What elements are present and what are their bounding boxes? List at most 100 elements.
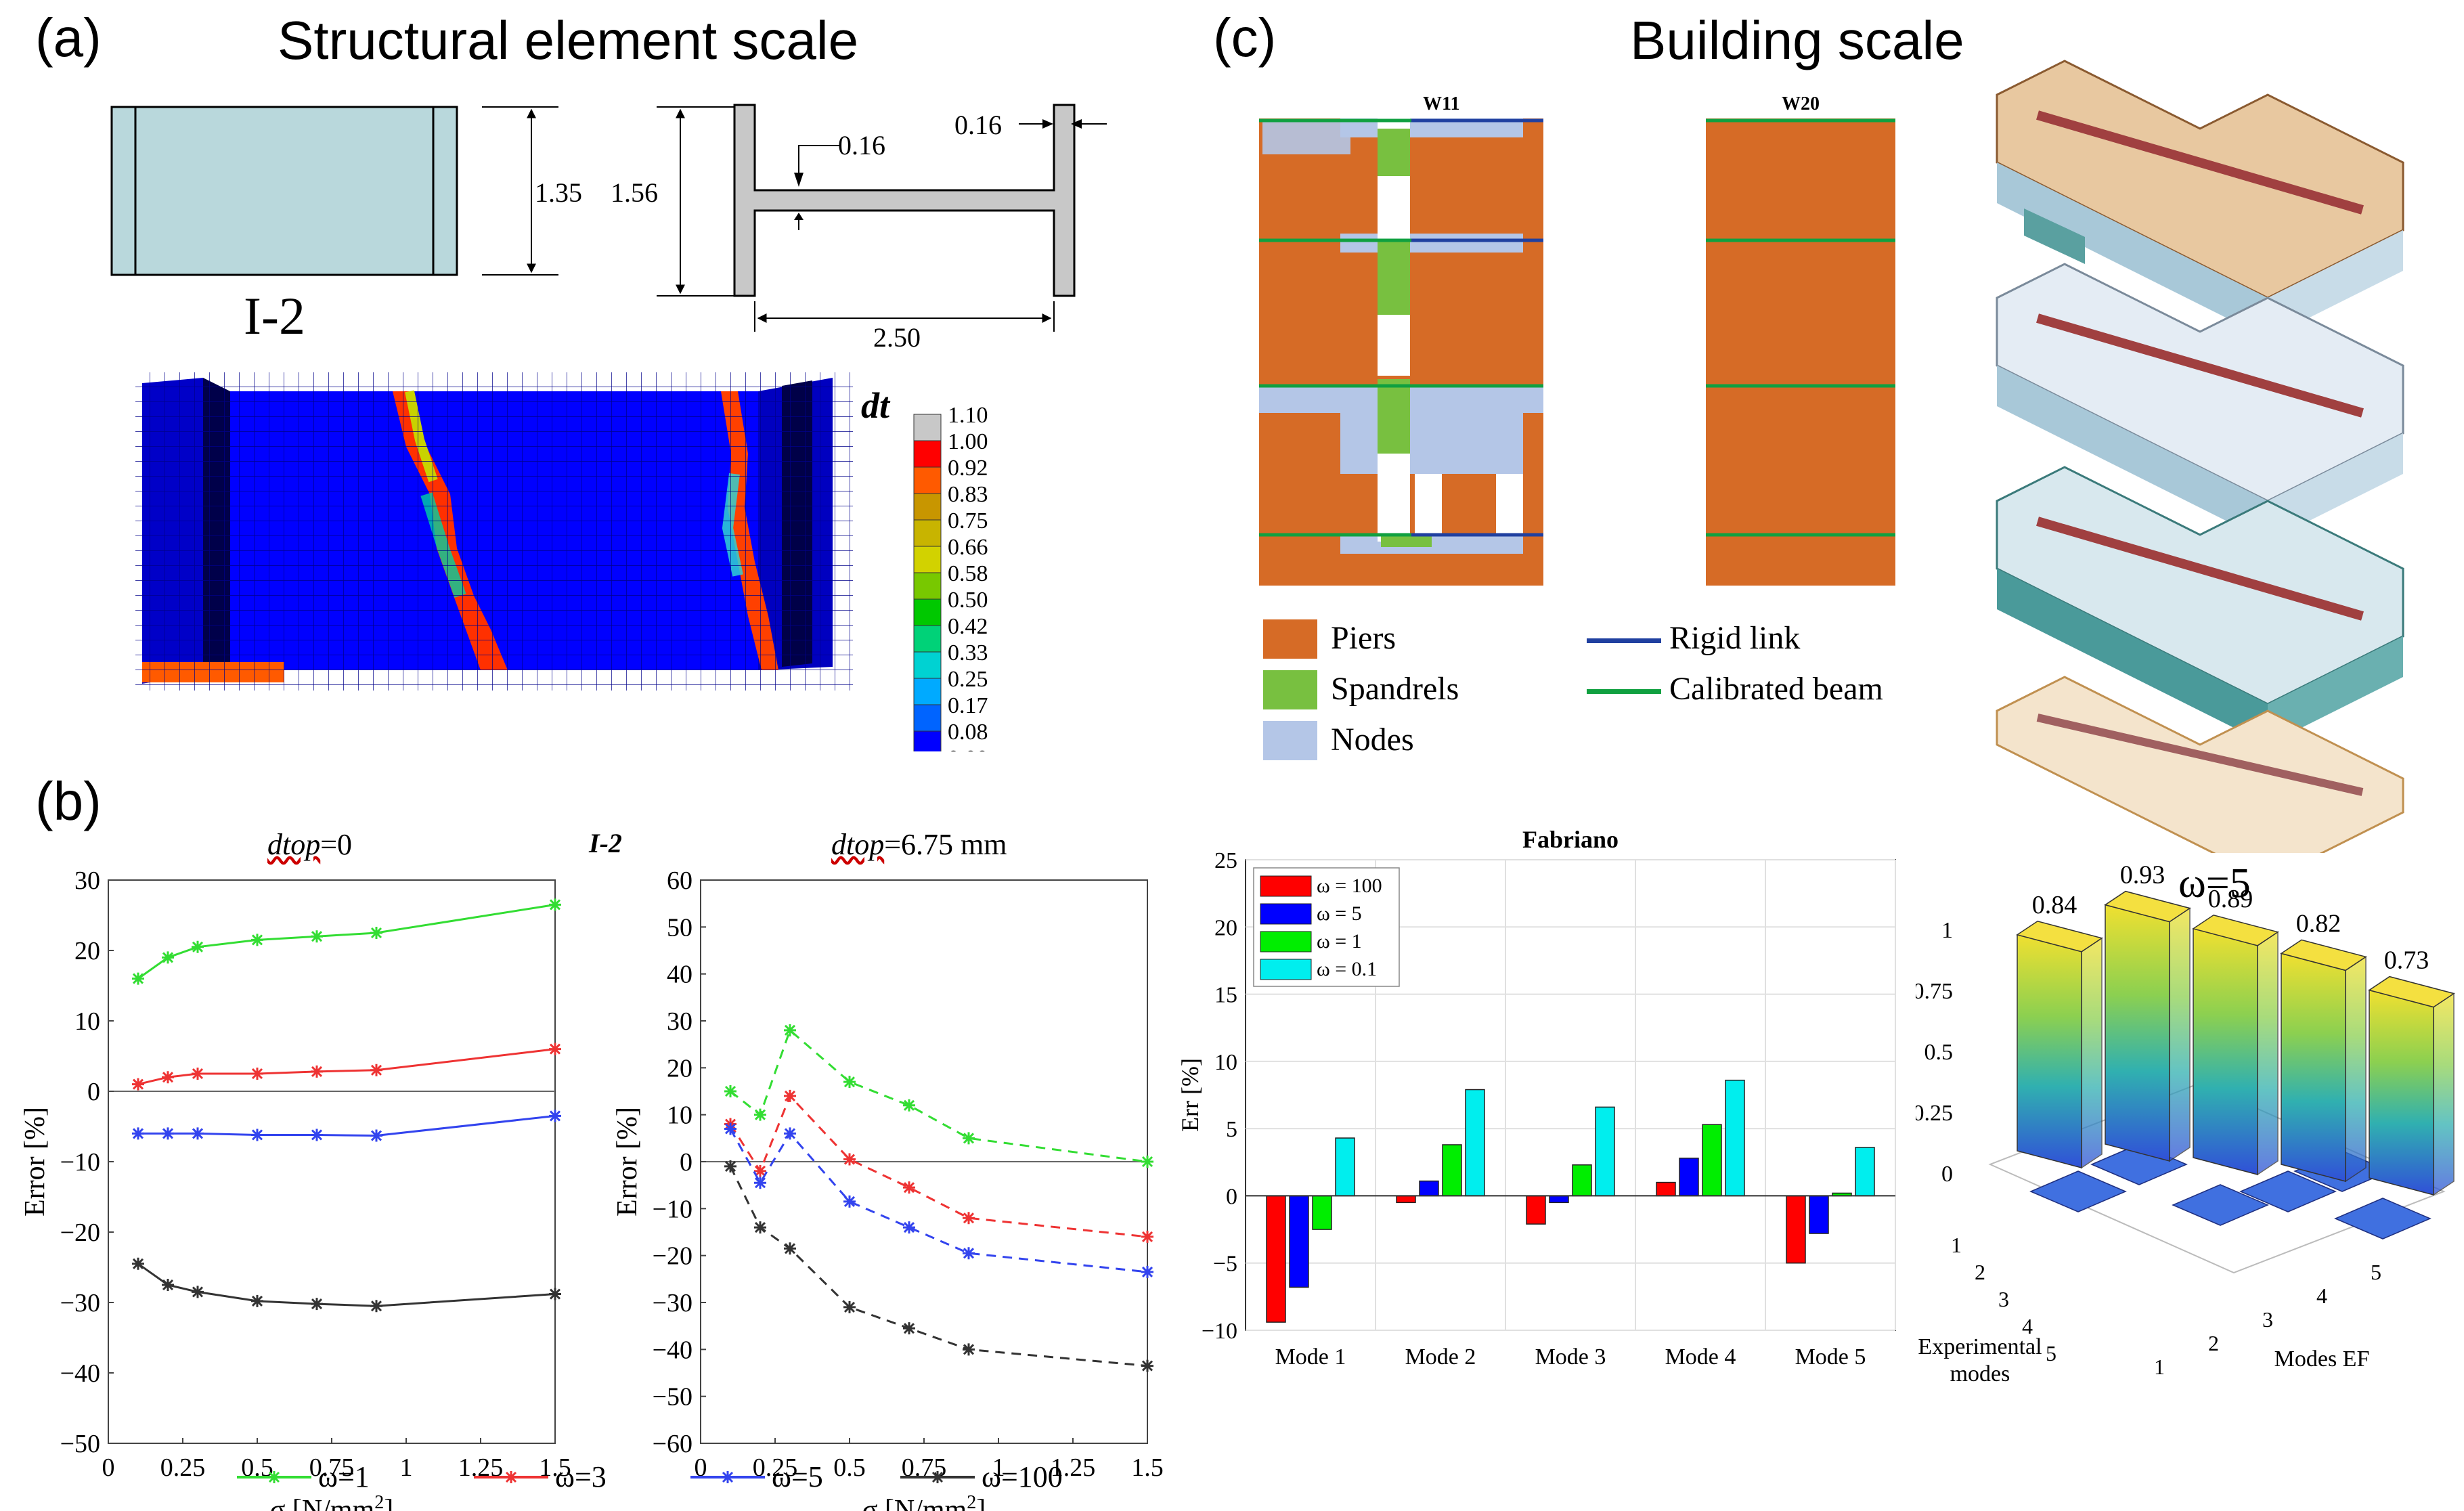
wall-w11-label: W11 [1423,93,1459,114]
structural-scale-title: Structural element scale [278,10,859,70]
dim-height-outer: 1.35 [535,177,582,208]
diag-bar-side-1 [2169,907,2191,1162]
marker-star [903,1221,915,1234]
y-tick-label: 20 [74,937,100,965]
marker-star [370,1064,382,1076]
series-marker [251,1294,263,1307]
chart-left-title: dtop=0 [267,827,352,862]
legend-calibrated-beam-label: Calibrated beam [1669,671,1883,707]
legend-calibrated-beam-line [1587,689,1661,694]
chart-left-title-val: =0 [320,828,353,861]
diag-label-3: 0.82 [2296,909,2341,938]
marker-star [132,1257,144,1270]
marker-star [724,1160,736,1173]
y-tick-label: 0 [680,1148,692,1177]
damage-symbol: dt [861,385,890,426]
marker-star [963,1343,975,1356]
category-label-2: Mode 3 [1535,1344,1606,1370]
y-tick-label: 10 [74,1007,100,1036]
marker-star [1141,1265,1153,1278]
z-tick-label-2: 0.5 [1924,1040,1954,1065]
marker-star [784,1024,796,1036]
series-marker [754,1177,766,1189]
y-tick-label: 25 [1214,848,1237,873]
series-marker [784,1242,796,1255]
series-marker [311,1065,323,1078]
legend-rigid-link-label: Rigid link [1669,620,1801,656]
z-tick-label-0: 1 [1941,918,1953,943]
y-tick-label: 30 [74,867,100,895]
dim-web: 0.16 [838,130,885,160]
series-marker [311,930,323,943]
series-marker [843,1153,856,1166]
scale-tick-3: 0.83 [948,482,988,507]
scale-tick-8: 0.42 [948,614,988,639]
legend-marker-3 [931,1471,944,1483]
x-tick-label: 0.25 [160,1453,206,1482]
series-marker [963,1343,975,1356]
scale-swatch [913,678,942,705]
building-view-3 [1996,466,2404,745]
off-diagonal-bar-5 [2334,1198,2432,1240]
y-tick-label: −60 [653,1430,692,1458]
x-tick-label: 1 [992,1453,1005,1482]
series-marker [132,1078,144,1091]
bar-1-3 [1679,1158,1699,1197]
z-tick-label-4: 0 [1941,1162,1953,1187]
diag-bar-front-4 [2369,989,2434,1196]
diag-bar-top-4 [2368,976,2455,1008]
chart-right-title: dtop=6.75 mm [831,827,1007,862]
series-marker [549,898,561,911]
marker-star [843,1300,856,1313]
marker-star [724,1122,736,1135]
y-axis-label: Error [%] [20,1107,51,1217]
panel-c-label: (c) [1213,7,1277,68]
diag-bar-top-2 [2192,914,2279,946]
x-axis-label: σ [N/mm2] [270,1492,393,1511]
marker-star [132,972,144,985]
marker-star [963,1247,975,1260]
legend-nodes-label: Nodes [1331,722,1414,758]
y-tick-label: 10 [1214,1050,1237,1075]
scale-swatch [913,440,942,468]
marker-star [162,951,174,964]
series-marker [784,1024,796,1036]
scale-swatch [913,651,942,679]
y-tick-label: 0 [87,1078,100,1106]
scale-swatch [913,493,942,521]
x-tick-label: 1.25 [1051,1453,1096,1482]
marker-star [1141,1156,1153,1168]
y-axis-label: Error [%] [612,1107,643,1217]
y-tick-label: 60 [667,867,692,895]
z-tick-label-1: 0.75 [1916,979,1953,1004]
scale-tick-7: 0.50 [948,588,988,613]
diag-label-4: 0.73 [2384,946,2429,975]
wall-w11 [1259,118,1543,586]
diag-bar-front-1 [2105,904,2170,1162]
series-marker [549,1110,561,1122]
diag-bar-front-0 [2017,934,2082,1168]
dim-height-section: 1.56 [611,177,658,208]
y-tick-label: −30 [653,1289,692,1317]
panel-b-label: (b) [35,771,102,831]
marker-star [903,1181,915,1194]
scale-tick-0: 1.10 [948,403,988,428]
series-marker [843,1195,856,1208]
legend-swatch-0 [1260,875,1312,897]
x-tick-label: 0 [102,1453,115,1482]
category-label-4: Mode 5 [1795,1344,1866,1370]
series-marker [903,1181,915,1194]
chart-right-title-var: dtop [831,828,885,861]
series-marker [370,1129,382,1142]
legend-label-2: ω = 1 [1317,930,1362,952]
category-label-0: Mode 1 [1275,1344,1346,1370]
bar-3-2 [1595,1106,1615,1197]
scale-tick-10: 0.25 [948,667,988,692]
damage-scale: 1.101.000.920.830.750.660.580.500.420.33… [913,403,988,751]
legend-piers-swatch [1263,619,1317,659]
scale-swatch [913,704,942,732]
diag-bar-top-3 [2280,939,2367,971]
x-axis-label: σ [N/mm2] [862,1492,986,1511]
y-tick-label: −5 [1213,1252,1237,1277]
off-diagonal-bar-2 [2172,1184,2269,1226]
